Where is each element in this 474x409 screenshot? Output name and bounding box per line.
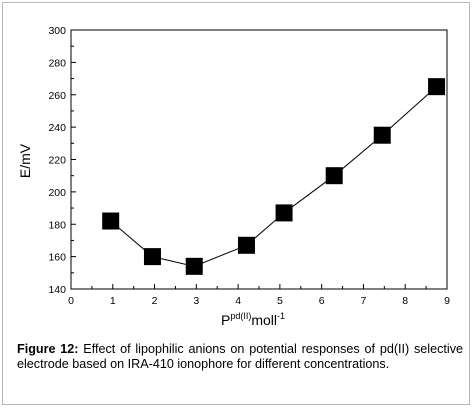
y-tick-label-220: 220 [48,155,66,167]
y-tick-label-180: 180 [48,219,66,231]
x-axis-title-superscript: pd(II) [230,311,251,321]
data-point-3 [185,257,203,275]
x-tick-label-4: 4 [235,295,241,307]
x-tick-label-0: 0 [68,295,74,307]
x-axis-title-unit: moll [251,312,277,328]
data-point-4 [237,236,255,254]
x-tick-label-3: 3 [193,295,199,307]
figure-caption: Figure 12: Effect of lipophilic anions o… [17,342,463,372]
series-line [110,86,437,267]
plot-area: 0 1 2 3 4 5 6 7 8 9 140 160 180 200 220 240 260 280 300 [48,25,450,307]
x-tick-label-8: 8 [402,295,408,307]
x-axis-title-unit-superscript: -1 [277,311,285,321]
x-tick-label-5: 5 [277,295,283,307]
plot-frame [70,29,448,290]
x-tick-label-9: 9 [444,295,450,307]
y-tick-label-260: 260 [48,90,66,102]
y-tick-label-300: 300 [48,25,66,37]
x-axis-title-base: P [221,312,230,328]
x-tick-label-1: 1 [110,295,116,307]
data-point-1 [102,212,120,230]
data-point-2 [143,248,161,266]
x-axis-title: Ppd(II)moll-1 [221,311,285,328]
y-axis-title: E/mV [17,143,33,178]
y-tick-label-240: 240 [48,122,66,134]
data-point-8 [428,78,446,96]
y-tick-label-140: 140 [48,284,66,296]
caption-label: Figure 12: [17,342,79,356]
caption-text: Effect of lipophilic anions on potential… [17,342,464,371]
data-point-7 [373,126,391,144]
data-point-6 [325,167,343,185]
x-tick-label-2: 2 [152,295,158,307]
y-tick-label-160: 160 [48,252,66,264]
y-tick-label-200: 200 [48,187,66,199]
line-chart: 0 1 2 3 4 5 6 7 8 9 140 160 180 200 220 240 260 280 300 E/… [17,25,450,328]
x-tick-label-7: 7 [361,295,367,307]
x-tick-label-6: 6 [319,295,325,307]
figure-frame: 0 1 2 3 4 5 6 7 8 9 140 160 180 200 220 240 260 280 300 E/… [2,2,470,405]
y-tick-label-280: 280 [48,57,66,69]
data-point-5 [275,204,293,222]
